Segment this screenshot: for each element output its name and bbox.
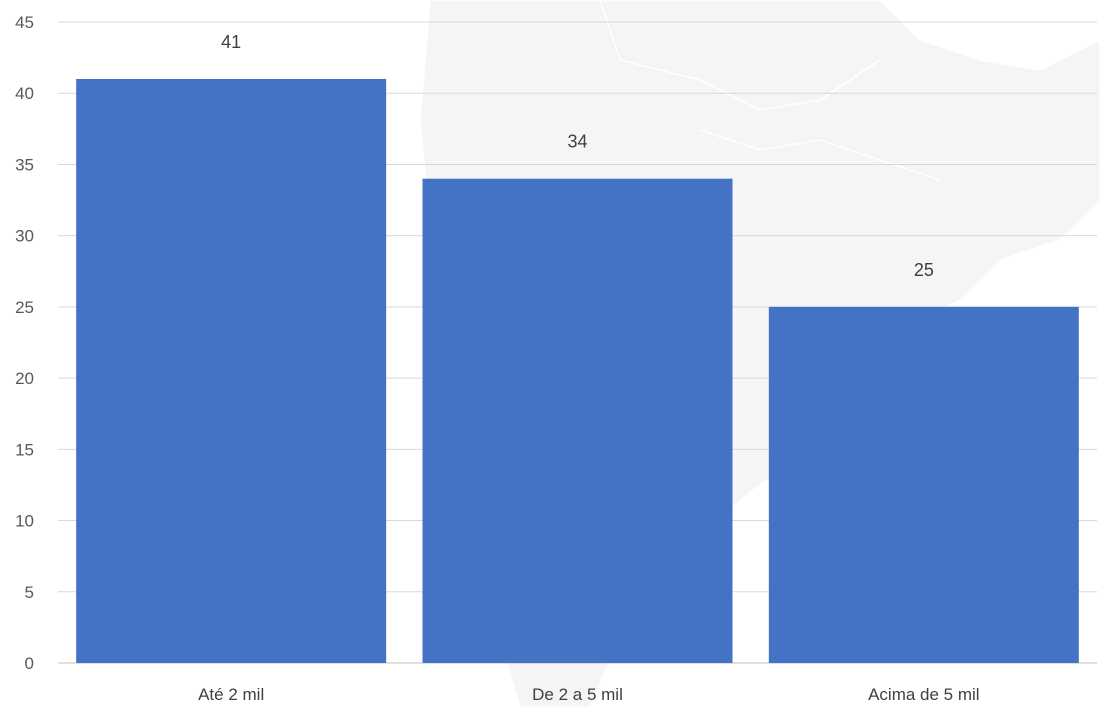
x-category-label: De 2 a 5 mil bbox=[532, 685, 623, 704]
y-tick-label: 40 bbox=[15, 84, 34, 103]
bars bbox=[76, 78, 1079, 663]
y-tick-label: 30 bbox=[15, 227, 34, 246]
y-tick-label: 0 bbox=[25, 654, 34, 673]
y-tick-label: 5 bbox=[25, 583, 34, 602]
bar bbox=[422, 178, 733, 663]
x-category-label: Acima de 5 mil bbox=[868, 685, 979, 704]
y-tick-label: 20 bbox=[15, 369, 34, 388]
y-tick-label: 15 bbox=[15, 440, 34, 459]
labels: 0 5 10 15 20 25 30 35 40 45 41 Até 2 mil 34 De 2 a 5 … bbox=[15, 13, 979, 704]
y-tick-label: 10 bbox=[15, 512, 34, 531]
data-label: 34 bbox=[567, 132, 587, 152]
data-label: 25 bbox=[914, 260, 934, 280]
x-category-label: Até 2 mil bbox=[198, 685, 264, 704]
bar bbox=[768, 306, 1079, 663]
bar bbox=[76, 78, 387, 663]
data-label: 41 bbox=[221, 32, 241, 52]
y-tick-label: 45 bbox=[15, 13, 34, 32]
y-tick-label: 25 bbox=[15, 298, 34, 317]
y-tick-label: 35 bbox=[15, 155, 34, 174]
